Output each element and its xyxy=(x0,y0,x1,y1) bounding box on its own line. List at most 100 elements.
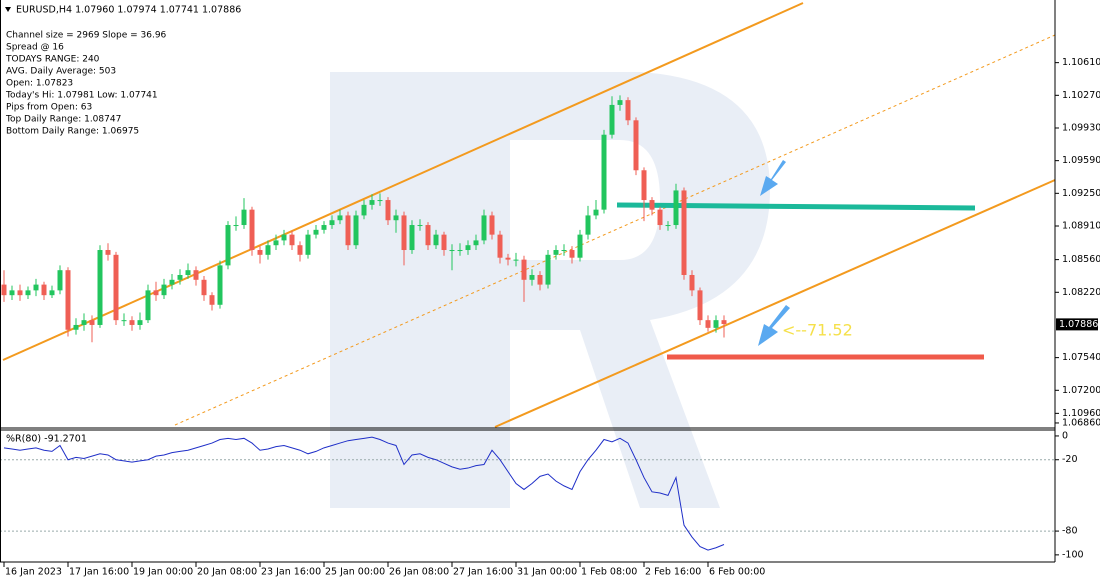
x-tick-label: 2 Feb 16:00 xyxy=(645,567,701,578)
williams-r-line xyxy=(3,436,725,551)
x-tick-label: 20 Jan 08:00 xyxy=(197,567,257,578)
candle-body xyxy=(97,250,103,325)
candle-body xyxy=(345,215,351,246)
y-tick-label: 1.10610 xyxy=(1062,57,1100,68)
candle-body xyxy=(417,225,423,227)
candle-body xyxy=(161,284,167,296)
candle-body xyxy=(657,209,663,226)
candle-body xyxy=(377,200,383,202)
candle-body xyxy=(569,250,575,258)
candle-body xyxy=(561,250,567,252)
candle-body xyxy=(329,220,335,226)
candle-body xyxy=(601,134,607,210)
y-tick-label: 1.06860 xyxy=(1062,417,1100,428)
candle-body xyxy=(577,234,583,258)
info-line: Today's Hi: 1.07981 Low: 1.07741 xyxy=(5,91,158,101)
candle-body xyxy=(113,254,119,321)
info-line: Open: 1.07823 xyxy=(6,79,73,89)
info-line: TODAYS RANGE: 240 xyxy=(5,55,100,65)
x-tick-label: 27 Jan 16:00 xyxy=(453,567,513,578)
y-tick-label: -80 xyxy=(1062,526,1078,537)
y-tick-label: 1.07200 xyxy=(1062,385,1100,396)
y-tick-label: 1.09250 xyxy=(1062,188,1100,199)
candle-body xyxy=(689,274,695,291)
candle-body xyxy=(521,259,527,280)
candle-body xyxy=(1,284,7,296)
x-tick-label: 17 Jan 16:00 xyxy=(69,567,129,578)
candle-body xyxy=(89,320,95,325)
symbol-toggle[interactable] xyxy=(5,7,11,12)
x-tick-label: 31 Jan 00:00 xyxy=(517,567,577,578)
candle-body xyxy=(641,170,647,201)
candle-body xyxy=(433,234,439,246)
candle-body xyxy=(297,245,303,255)
x-tick-label: 23 Jan 16:00 xyxy=(261,567,321,578)
candle-body xyxy=(257,250,263,255)
candle-body xyxy=(321,225,327,230)
candle-body xyxy=(145,290,151,321)
candle-body xyxy=(337,215,343,221)
candle-body xyxy=(505,257,511,260)
annotation: <--71.52 xyxy=(782,321,853,340)
x-tick-label: 26 Jan 08:00 xyxy=(389,567,449,578)
candle-body xyxy=(593,209,599,216)
candle-body xyxy=(17,290,23,296)
info-line: Bottom Daily Range: 1.06975 xyxy=(6,127,139,137)
candle-body xyxy=(665,225,671,227)
candle-body xyxy=(449,250,455,252)
channel-lower xyxy=(494,179,1056,428)
candle-body xyxy=(289,234,295,246)
current-price-label: 1.07886 xyxy=(1059,319,1098,330)
candle-body xyxy=(697,290,703,321)
candle-body xyxy=(681,190,687,275)
candle-body xyxy=(585,215,591,235)
arrow xyxy=(758,305,790,346)
candle-body xyxy=(9,290,15,296)
candle-body xyxy=(233,225,239,227)
info-line: Pips from Open: 63 xyxy=(6,103,92,113)
candle-body xyxy=(153,290,159,296)
candle-body xyxy=(617,100,623,105)
candle-body xyxy=(73,324,79,330)
x-tick-label: 16 Jan 2023 xyxy=(5,567,62,578)
candle-body xyxy=(609,104,615,135)
candle-body xyxy=(353,215,359,246)
candle-body xyxy=(649,200,655,210)
arrows xyxy=(758,160,790,346)
candle-body xyxy=(49,290,55,296)
y-tick-label: 0 xyxy=(1062,430,1068,441)
candle-body xyxy=(713,320,719,328)
y-tick-label: 1.09930 xyxy=(1062,122,1100,133)
x-tick-label: 6 Feb 00:00 xyxy=(709,567,765,578)
y-tick-label: 1.08220 xyxy=(1062,287,1100,298)
channel-lines xyxy=(2,2,1056,428)
candle-body xyxy=(401,215,407,251)
candle-body xyxy=(249,209,255,251)
candle-body xyxy=(361,204,367,216)
candle-body xyxy=(185,270,191,275)
candle-body xyxy=(305,234,311,255)
candle-body xyxy=(409,225,415,251)
candle-body xyxy=(673,190,679,226)
watermark xyxy=(330,72,770,508)
y-tick-label: 1.08910 xyxy=(1062,220,1100,231)
y-tick-label: 1.10270 xyxy=(1062,90,1100,101)
info-line: Channel size = 2969 Slope = 36.96 xyxy=(6,31,167,41)
candle-body xyxy=(281,234,287,241)
candle-body xyxy=(513,259,519,261)
candle-body xyxy=(209,295,215,305)
candle-body xyxy=(201,279,207,296)
candle-body xyxy=(625,100,631,121)
candle-body xyxy=(177,274,183,280)
current-price-box xyxy=(1056,318,1098,331)
resistance-line xyxy=(616,202,976,211)
plot xyxy=(0,95,1055,551)
y-tick-label: 1.07540 xyxy=(1062,352,1100,363)
candle-body xyxy=(57,270,63,291)
candle-body xyxy=(33,284,39,291)
candle-body xyxy=(537,274,543,285)
candle-body xyxy=(441,234,447,251)
candle-body xyxy=(313,229,319,235)
info-line: AVG. Daily Average: 503 xyxy=(6,67,116,77)
